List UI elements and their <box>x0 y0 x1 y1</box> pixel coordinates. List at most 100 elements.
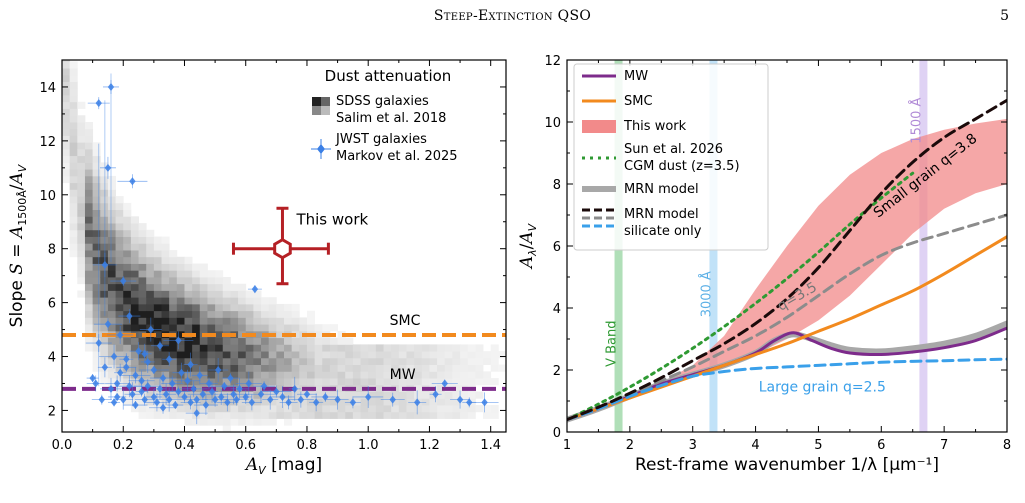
sdss-density-cell <box>84 148 94 157</box>
sdss-density-cell <box>498 351 506 359</box>
jwst-point <box>107 325 134 344</box>
sdss-density-cell <box>238 351 247 359</box>
sdss-density-cell <box>460 357 469 366</box>
sdss-density-cell <box>107 351 116 359</box>
sdss-density-cell <box>176 351 185 359</box>
sdss-density-cell <box>146 250 155 258</box>
sdss-density-cell <box>192 344 201 352</box>
jwst-point <box>239 389 252 404</box>
sdss-density-cell <box>161 364 170 372</box>
legend-sun-line1: Sun et al. 2026 <box>624 142 723 157</box>
sdss-density-cell <box>268 391 277 399</box>
sdss-density-cell <box>222 405 231 413</box>
sdss-density-cell <box>130 263 139 271</box>
sdss-density-cell <box>199 290 208 298</box>
sdss-density-cell <box>107 263 116 271</box>
sdss-density-cell <box>306 344 316 352</box>
sdss-density-cell <box>452 378 461 386</box>
sdss-density-cell <box>130 378 139 386</box>
sdss-density-cell <box>62 81 71 89</box>
sdss-density-cell <box>176 344 185 352</box>
sdss-density-cell <box>107 250 116 258</box>
sdss-density-cell <box>253 398 262 406</box>
sdss-density-cell <box>130 277 139 285</box>
sdss-density-cell <box>169 283 178 291</box>
sdss-density-cell <box>62 122 71 130</box>
sdss-density-cell <box>100 290 109 298</box>
sdss-density-cell <box>261 310 270 318</box>
sdss-density-cell <box>368 405 377 413</box>
sdss-density-cell <box>184 310 193 318</box>
sdss-density-cell <box>192 303 201 312</box>
sdss-density-cell <box>92 351 101 359</box>
sdss-density-cell <box>161 398 170 406</box>
jwst-point <box>408 390 427 415</box>
y-tick-label: 6 <box>553 240 561 255</box>
sdss-density-cell <box>123 223 132 231</box>
sdss-density-cell <box>130 337 139 345</box>
sdss-density-cell <box>184 297 193 305</box>
sdss-density-cell <box>123 324 132 332</box>
sdss-density-cell <box>253 317 262 325</box>
sdss-density-cell <box>299 351 308 359</box>
sdss-density-cell <box>291 411 300 419</box>
jwst-point <box>99 377 122 400</box>
sdss-density-cell <box>276 357 285 366</box>
sdss-density-cell <box>368 411 377 419</box>
sdss-density-cell <box>429 405 438 413</box>
sdss-density-cell <box>276 364 285 372</box>
sdss-density-cell <box>92 142 101 150</box>
sdss-density-cell <box>337 357 346 366</box>
sdss-density-cell <box>444 351 453 359</box>
sdss-density-cell <box>130 236 139 244</box>
sdss-density-cell <box>199 310 208 318</box>
sdss-density-cell <box>291 371 300 379</box>
sdss-density-cell <box>192 263 201 271</box>
sdss-density-cell <box>123 243 132 251</box>
sdss-density-cell <box>284 324 293 332</box>
sdss-density-cell <box>375 364 384 372</box>
sdss-density-cell <box>107 243 116 251</box>
jwst-point <box>156 383 177 406</box>
jwst-point <box>241 394 262 411</box>
sdss-density-cell <box>199 283 208 291</box>
sdss-density-cell <box>161 303 170 312</box>
sdss-density-cell <box>268 337 277 345</box>
sdss-density-cell <box>62 74 71 82</box>
sdss-density-cell <box>398 371 407 379</box>
sdss-density-cell <box>115 229 124 237</box>
sdss-density-cell <box>360 371 369 379</box>
sdss-density-cell <box>490 357 499 366</box>
sdss-density-cell <box>352 364 361 372</box>
sdss-density-cell <box>268 317 277 325</box>
sdss-density-cell <box>146 391 155 399</box>
sdss-density-cell <box>130 250 139 258</box>
sdss-density-cell <box>475 405 484 413</box>
sdss-density-cell <box>161 236 170 244</box>
sdss-density-cell <box>253 344 262 352</box>
sdss-density-cell <box>444 344 453 352</box>
sdss-density-cell <box>130 256 139 264</box>
sdss-density-cell <box>69 148 78 157</box>
sdss-density-cell <box>100 243 109 251</box>
sdss-density-cell <box>322 344 331 352</box>
sdss-density-cell <box>146 243 155 251</box>
jwst-point <box>222 373 239 384</box>
sdss-density-cell <box>77 236 86 244</box>
jwst-point <box>128 370 155 391</box>
sdss-density-cell <box>84 236 94 244</box>
sdss-density-cell <box>123 351 132 359</box>
sdss-density-cell <box>306 310 316 318</box>
sdss-density-cell <box>199 364 208 372</box>
x-tick-label: 1.4 <box>480 438 501 453</box>
sdss-density-cell <box>107 357 116 366</box>
sdss-density-cell <box>146 364 155 372</box>
sdss-density-cell <box>92 175 101 184</box>
jwst-point <box>216 393 239 412</box>
left-plot-frame <box>61 59 507 433</box>
sdss-density-cell <box>437 344 446 352</box>
sdss-density-cell <box>329 364 338 372</box>
sdss-density-cell <box>284 418 293 426</box>
sdss-density-cell <box>138 229 147 237</box>
